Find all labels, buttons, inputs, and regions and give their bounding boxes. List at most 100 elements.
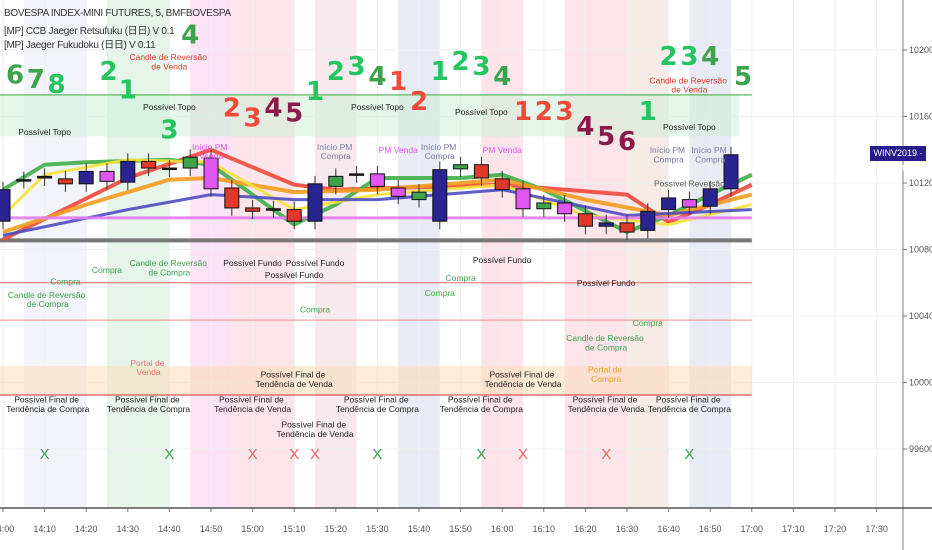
- signal-annotation: Início PM Compra: [650, 145, 688, 164]
- signal-annotation: Possível Topo: [143, 102, 196, 112]
- sequence-count: 2: [410, 87, 428, 117]
- sequence-count: 3: [680, 42, 698, 72]
- sequence-count: 5: [285, 98, 303, 128]
- time-tick-label: 15:50: [449, 524, 472, 534]
- time-tick-label: 16:00: [491, 524, 514, 534]
- sequence-count: 4: [368, 62, 386, 92]
- sequence-count: 4: [701, 42, 719, 72]
- signal-annotation: Compra: [445, 273, 476, 283]
- sequence-count: 8: [48, 70, 66, 100]
- price-tick-label: 100000.0: [909, 378, 932, 388]
- signal-annotation: Possível Final de Tendência de Venda: [214, 394, 291, 413]
- time-tick-label: 14:00: [0, 524, 14, 534]
- price-tick-label: 101200.0: [909, 178, 932, 188]
- candle: [78, 170, 94, 185]
- signal-annotation: PM Venda: [483, 145, 522, 155]
- time-tick-label: 15:00: [241, 524, 264, 534]
- candle: [57, 178, 73, 185]
- sequence-count: 2: [452, 47, 470, 77]
- time-tick-label: 15:40: [408, 524, 431, 534]
- time-tick-label: 17:20: [824, 524, 847, 534]
- signal-annotation: Possível Final de Tendência de Compra: [648, 394, 731, 413]
- symbol-title: BOVESPA INDEX-MINI FUTURES, 5, BMFBOVESP…: [4, 8, 231, 19]
- candle: [702, 188, 718, 207]
- x-mark: X: [518, 446, 528, 463]
- signal-annotation: Possível Final de Tendência de Venda: [568, 394, 645, 413]
- candle: [120, 160, 136, 183]
- sequence-count: 3: [556, 97, 574, 127]
- signal-annotation: Possível Topo: [455, 107, 508, 117]
- signal-annotation: Possível Topo: [18, 127, 71, 137]
- signal-annotation: Possível Final de Tendência de Compra: [107, 394, 190, 413]
- candle: [16, 179, 32, 182]
- background-band: [627, 0, 669, 508]
- sequence-count: 1: [431, 57, 449, 87]
- sequence-count: 6: [618, 127, 636, 157]
- candle: [99, 170, 115, 182]
- x-mark: X: [476, 446, 486, 463]
- signal-annotation: Possível Reversão: [654, 178, 725, 188]
- x-mark: X: [248, 446, 258, 463]
- time-tick-label: 14:40: [158, 524, 181, 534]
- signal-annotation: Possível Final de Tendência de Compra: [6, 394, 89, 413]
- background-band: [231, 0, 295, 508]
- sequence-count: 1: [389, 67, 407, 97]
- sequence-count: 2: [327, 57, 345, 87]
- signal-annotation: Possível Final de Tendência de Venda: [276, 419, 353, 438]
- signal-annotation: Compra: [300, 305, 331, 315]
- signal-annotation: Candle de Reversão de Venda: [649, 75, 729, 94]
- sequence-count: 7: [27, 65, 45, 95]
- candle: [369, 173, 385, 187]
- background-band: [23, 0, 87, 508]
- time-tick-label: 15:20: [325, 524, 348, 534]
- sequence-count: 1: [514, 97, 532, 127]
- sequence-count: 3: [348, 52, 366, 82]
- sequence-count: 4: [181, 20, 199, 50]
- indicator-legend-1[interactable]: [MP] CCB Jaeger Retsufuku (日日) V 0.1: [4, 26, 175, 37]
- signal-annotation: Início PM Venda: [192, 142, 230, 161]
- price-tick-label: 101600.0: [909, 112, 932, 122]
- signal-annotation: Possível Topo: [663, 122, 716, 132]
- sequence-count: 5: [734, 62, 752, 92]
- signal-zone: [0, 94, 739, 137]
- sequence-count: 4: [493, 62, 511, 92]
- signal-annotation: Início PM Compra: [317, 142, 355, 161]
- background-band: [107, 0, 170, 508]
- sequence-count: 4: [264, 94, 282, 124]
- signal-annotation: Possível Fundo: [577, 278, 636, 288]
- price-tick-label: 100400.0: [909, 311, 932, 321]
- signal-annotation: Possível Final de Tendência de Venda: [484, 369, 561, 388]
- candle: [494, 178, 510, 191]
- x-mark: X: [40, 446, 50, 463]
- signal-annotation: Candle de Reversão de Compra: [566, 333, 646, 352]
- last-price-label: WINV2019 · 01:30: [870, 146, 926, 173]
- time-tick-label: 17:10: [782, 524, 805, 534]
- candle: [432, 169, 448, 222]
- background-band: [564, 0, 627, 508]
- time-tick-label: 14:30: [117, 524, 140, 534]
- candle: [328, 175, 344, 187]
- candle: [390, 187, 406, 197]
- signal-annotation: Portal de Compra: [588, 365, 624, 384]
- candle: [37, 175, 53, 179]
- signal-annotation: Possível Final de Tendência de Compra: [440, 394, 523, 413]
- candle: [411, 191, 427, 201]
- signal-annotation: Compra: [50, 276, 81, 286]
- sequence-count: 2: [223, 94, 241, 124]
- indicator-legend-2[interactable]: [MP] Jaeger Fukudoku (日日) V 0.11: [4, 40, 156, 51]
- price-tick-label: 100800.0: [909, 245, 932, 255]
- candle: [661, 197, 677, 211]
- candle: [640, 210, 656, 231]
- sequence-count: 5: [597, 122, 615, 152]
- x-mark: X: [289, 446, 299, 463]
- candle: [536, 202, 552, 210]
- signal-annotation: Possível Fundo: [473, 255, 532, 265]
- candle: [286, 209, 302, 222]
- signal-annotation: Início PM Compra: [691, 145, 729, 164]
- time-tick-label: 16:10: [533, 524, 556, 534]
- candle: [265, 208, 281, 211]
- sequence-count: 3: [160, 115, 178, 145]
- sequence-count: 3: [472, 52, 490, 82]
- signal-annotation: Possível Fundo: [223, 258, 282, 268]
